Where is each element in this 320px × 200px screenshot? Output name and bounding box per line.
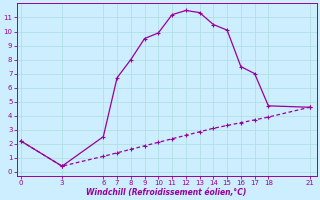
X-axis label: Windchill (Refroidissement éolien,°C): Windchill (Refroidissement éolien,°C): [86, 188, 247, 197]
